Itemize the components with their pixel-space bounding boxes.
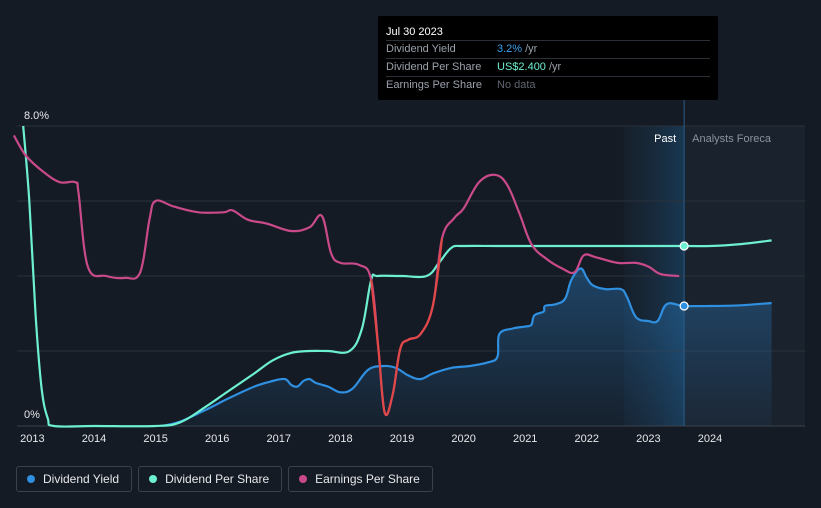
dividend-yield-line (161, 267, 772, 428)
legend-label: Dividend Per Share (165, 472, 270, 486)
x-tick-label: 2014 (82, 433, 106, 445)
x-tick-label: 2016 (205, 433, 229, 445)
legend-dot-icon (27, 475, 35, 483)
tooltip-value: 3.2% (497, 43, 523, 55)
legend-dot-icon (149, 475, 158, 483)
x-tick-label: 2019 (390, 433, 414, 445)
hover-tooltip: Jul 30 2023 Dividend Yield 3.2%/yr Divid… (378, 16, 718, 100)
chart-legend: Dividend Yield Dividend Per Share Earnin… (16, 466, 433, 492)
legend-dividend-yield[interactable]: Dividend Yield (16, 466, 133, 492)
analysts-forecast-label: Analysts Foreca (692, 133, 772, 145)
x-tick-label: 2017 (267, 433, 291, 445)
tooltip-row-dividend-per-share: Dividend Per Share US$2.400/yr (386, 58, 710, 76)
earnings-per-share-negative-segment (370, 238, 444, 416)
tooltip-suffix: /yr (548, 61, 562, 73)
x-tick-label: 2018 (328, 433, 352, 445)
dividend-per-share-line (22, 125, 772, 428)
x-tick-label: 2022 (575, 433, 599, 445)
dividend-yield-area (161, 268, 772, 426)
dividend-per-share-marker (679, 241, 689, 251)
series-lines (12, 125, 772, 428)
x-axis-ticks: 2013 2014 2015 2016 2017 2018 2019 2020 2021 2022… (20, 433, 722, 445)
y-axis-top-label: 8.0% (24, 110, 49, 122)
tooltip-row-dividend-yield: Dividend Yield 3.2%/yr (386, 40, 710, 58)
x-tick-label: 2020 (451, 433, 475, 445)
tooltip-suffix: /yr (525, 43, 538, 55)
legend-earnings-per-share[interactable]: Earnings Per Share (288, 466, 433, 492)
earnings-per-share-series (12, 134, 680, 416)
legend-label: Earnings Per Share (315, 472, 420, 486)
y-axis-bottom-label: 0% (24, 409, 40, 421)
x-tick-label: 2024 (698, 433, 722, 445)
tooltip-value: US$2.400 (497, 61, 546, 73)
tooltip-label: Dividend Per Share (386, 61, 482, 73)
legend-dot-icon (299, 475, 308, 483)
x-tick-label: 2021 (513, 433, 537, 445)
legend-dividend-per-share[interactable]: Dividend Per Share (138, 466, 283, 492)
past-label: Past (654, 133, 676, 145)
x-tick-label: 2013 (20, 433, 44, 445)
legend-label: Dividend Yield (43, 472, 120, 486)
tooltip-value: No data (497, 79, 536, 91)
dividend-yield-marker (679, 301, 689, 311)
x-tick-label: 2023 (636, 433, 660, 445)
tooltip-label: Dividend Yield (386, 43, 456, 55)
cursor-markers (679, 241, 689, 311)
tooltip-date: Jul 30 2023 (386, 26, 443, 38)
tooltip-label: Earnings Per Share (386, 79, 482, 91)
x-tick-label: 2015 (143, 433, 167, 445)
tooltip-row-earnings-per-share: Earnings Per Share No data (386, 76, 710, 94)
